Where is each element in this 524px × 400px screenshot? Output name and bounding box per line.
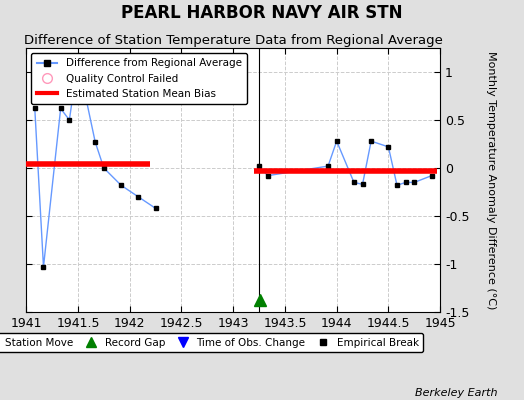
Y-axis label: Monthly Temperature Anomaly Difference (°C): Monthly Temperature Anomaly Difference (…: [486, 51, 496, 309]
Title: Difference of Station Temperature Data from Regional Average: Difference of Station Temperature Data f…: [24, 34, 443, 47]
Legend: Station Move, Record Gap, Time of Obs. Change, Empirical Break: Station Move, Record Gap, Time of Obs. C…: [0, 333, 423, 352]
Text: PEARL HARBOR NAVY AIR STN: PEARL HARBOR NAVY AIR STN: [121, 4, 403, 22]
Text: Berkeley Earth: Berkeley Earth: [416, 388, 498, 398]
